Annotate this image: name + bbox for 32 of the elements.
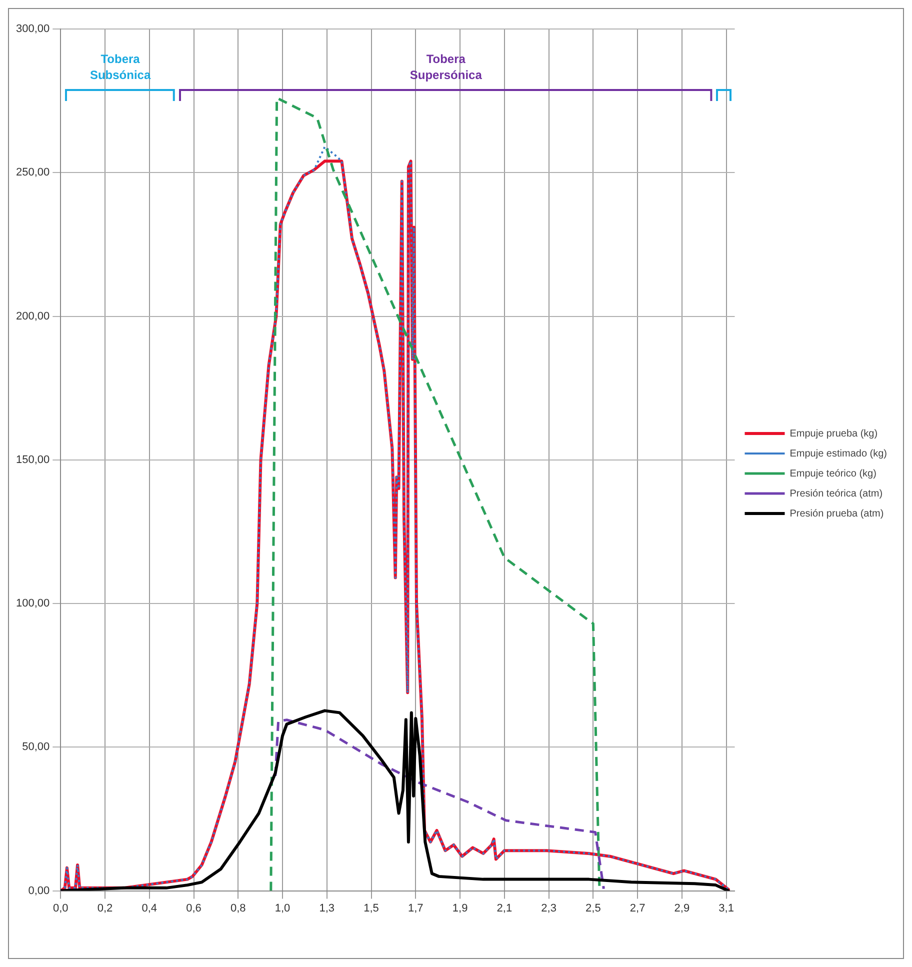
x-tick-label: 2,1 [496, 902, 512, 914]
y-tick-label: 250,00 [16, 166, 50, 179]
legend-label: Empuje teórico (kg) [790, 468, 876, 480]
annotation: Tobera Supersónica [410, 52, 482, 82]
legend-label: Presión teórica (atm) [790, 488, 883, 500]
x-tick-label: 2,7 [630, 902, 646, 914]
y-tick-label: 0,00 [28, 884, 50, 897]
y-tick-label: 100,00 [16, 598, 50, 610]
x-tick-label: 1,9 [452, 902, 468, 914]
x-tick-label: 0,8 [230, 902, 246, 914]
legend-label: Empuje estimado (kg) [790, 448, 888, 460]
legend-label: Presión prueba (atm) [790, 508, 884, 520]
y-tick-label: 300,00 [16, 23, 50, 36]
x-tick-label: 1,7 [408, 902, 424, 914]
annotation: Tobera Subsónica [90, 52, 151, 82]
x-tick-label: 0,4 [142, 902, 158, 914]
y-tick-label: 50,00 [22, 741, 50, 754]
x-tick-label: 2,5 [586, 902, 601, 914]
x-tick-label: 2,3 [541, 902, 556, 914]
x-tick-label: 0,0 [52, 902, 68, 914]
x-tick-label: 3,1 [718, 902, 734, 914]
legend-label: Empuje prueba (kg) [790, 428, 878, 440]
y-tick-label: 200,00 [16, 310, 50, 322]
x-tick-label: 0,6 [186, 902, 202, 914]
x-tick-label: 1,5 [364, 902, 379, 914]
line-series [270, 96, 601, 891]
x-tick-label: 1,0 [274, 902, 290, 914]
x-tick-label: 1,3 [319, 902, 335, 914]
x-tick-label: 0,2 [97, 902, 113, 914]
line-series [274, 718, 605, 890]
x-tick-label: 2,9 [674, 902, 690, 914]
y-tick-label: 150,00 [16, 454, 50, 466]
